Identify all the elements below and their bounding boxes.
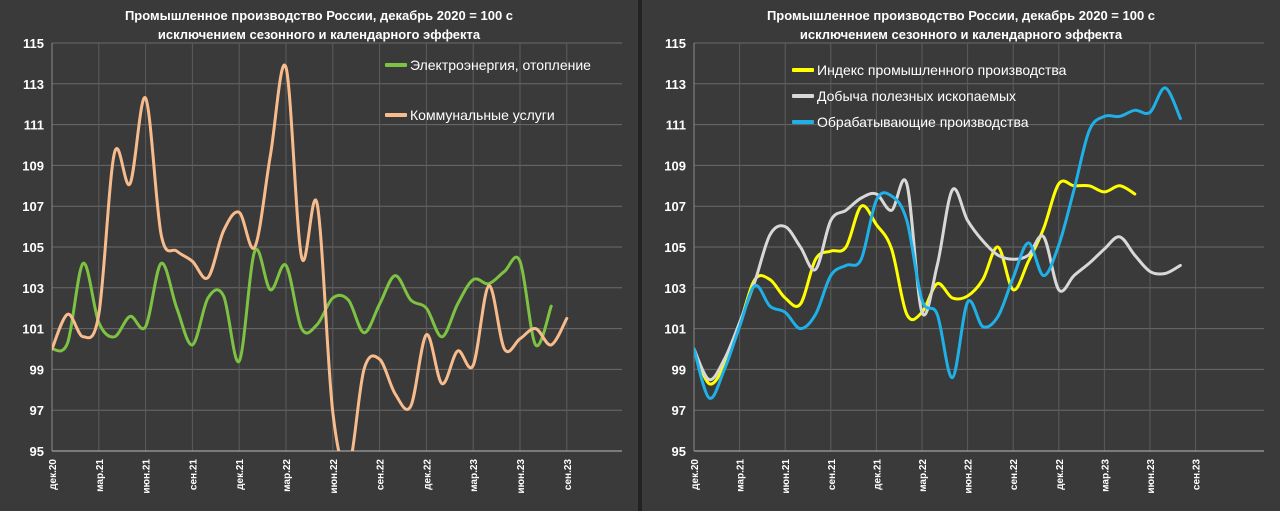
chart-title: Промышленное производство России, декабр… <box>766 8 1156 23</box>
x-tick-label: июн.22 <box>329 459 340 494</box>
y-tick-label: 95 <box>30 444 44 459</box>
legend-item-electricity: Электроэнергия, отопление <box>385 55 591 75</box>
x-tick-label: дек.22 <box>422 459 433 490</box>
y-tick-label: 107 <box>22 199 44 214</box>
y-tick-label: 95 <box>672 444 686 459</box>
legend-swatch-mining <box>792 94 814 98</box>
series-group <box>694 86 1182 400</box>
legend-item-manufacturing: Обрабатывающие производства <box>792 112 1066 132</box>
y-tick-label: 113 <box>665 77 686 92</box>
legend-label-utilities: Коммунальные услуги <box>410 107 555 123</box>
series-line-0 <box>52 247 553 363</box>
legend: Электроэнергия, отопление Коммунальные у… <box>385 55 591 125</box>
x-tick-label: июн.22 <box>964 459 975 494</box>
legend-swatch-electricity <box>385 63 407 67</box>
y-tick-label: 101 <box>664 322 686 337</box>
legend-label-electricity: Электроэнергия, отопление <box>410 57 591 73</box>
x-tick-label: сен.23 <box>1192 459 1203 491</box>
y-tick-label: 99 <box>30 362 44 377</box>
x-tick-label: мар.22 <box>282 459 293 492</box>
legend-item-mining: Добыча полезных ископаемых <box>792 86 1066 106</box>
x-tick-label: дек.20 <box>690 459 701 490</box>
x-tick-label: июн.23 <box>516 459 527 494</box>
series-line-0 <box>694 179 1137 386</box>
panel-divider <box>638 0 642 511</box>
legend-item-industrial-index: Индекс промышленного производства <box>792 60 1066 80</box>
x-tick-label: дек.21 <box>235 459 246 490</box>
x-tick-label: дек.22 <box>1055 459 1066 490</box>
x-tick-label: сен.21 <box>827 459 838 491</box>
chart-subtitle: исключением сезонного и календарного эфф… <box>157 27 481 42</box>
line-chart-sectors: 95 97 99 101 103 105 107 109 111 113 115 дек.20 мар.… <box>664 36 1264 494</box>
y-tick-label: 97 <box>30 403 44 418</box>
x-tick-label: мар.23 <box>1100 459 1111 492</box>
x-tick-label: мар.22 <box>918 459 929 492</box>
y-tick-label: 109 <box>22 158 44 173</box>
line-chart-utilities: 95 97 99 101 103 105 107 109 111 113 115 дек.20 мар.… <box>22 36 622 494</box>
x-tick-label: сен.21 <box>188 459 199 491</box>
legend-item-utilities: Коммунальные услуги <box>385 105 591 125</box>
legend-swatch-utilities <box>385 113 407 117</box>
chart-title: Промышленное производство России, декабр… <box>124 8 514 23</box>
y-tick-label: 111 <box>24 118 44 133</box>
series-line-1 <box>694 178 1182 382</box>
y-tick-label: 109 <box>664 158 686 173</box>
x-tick-label: сен.22 <box>1009 459 1020 491</box>
chart-subtitle: исключением сезонного и календарного эфф… <box>799 27 1123 42</box>
x-tick-label: дек.21 <box>872 459 883 490</box>
x-tick-label: июн.21 <box>781 459 792 494</box>
y-tick-label: 105 <box>664 240 686 255</box>
x-tick-label: июн.21 <box>142 459 153 494</box>
y-tick-label: 113 <box>23 77 44 92</box>
series-group <box>52 63 569 451</box>
y-tick-label: 115 <box>23 36 44 51</box>
x-tick-label: мар.21 <box>95 459 106 492</box>
y-tick-label: 107 <box>664 199 686 214</box>
x-tick-label: мар.21 <box>736 459 747 492</box>
y-tick-label: 105 <box>22 240 44 255</box>
y-tick-label: 103 <box>22 281 44 296</box>
legend: Индекс промышленного производства Добыча… <box>792 60 1066 132</box>
legend-swatch-industrial-index <box>792 68 814 72</box>
x-tick-label: сен.23 <box>563 459 574 491</box>
x-tick-label: дек.20 <box>48 459 59 490</box>
chart-panel-industry-utilities: Промышленное производство России, декабр… <box>0 0 638 511</box>
y-tick-label: 99 <box>672 362 686 377</box>
chart-panel-industry-sectors: Промышленное производство России, декабр… <box>642 0 1280 511</box>
y-tick-label: 111 <box>666 118 686 133</box>
legend-swatch-manufacturing <box>792 120 814 124</box>
series-line-2 <box>694 86 1182 400</box>
y-tick-label: 115 <box>665 36 686 51</box>
x-tick-label: сен.22 <box>376 459 387 491</box>
y-tick-label: 101 <box>22 322 44 337</box>
x-tick-label: мар.23 <box>469 459 480 492</box>
legend-label-industrial-index: Индекс промышленного производства <box>817 62 1067 78</box>
legend-label-manufacturing: Обрабатывающие производства <box>817 114 1029 130</box>
y-tick-label: 103 <box>664 281 686 296</box>
legend-label-mining: Добыча полезных ископаемых <box>817 88 1017 104</box>
series-line-1 <box>52 63 569 451</box>
x-tick-label: июн.23 <box>1146 459 1157 494</box>
y-tick-label: 97 <box>672 403 686 418</box>
